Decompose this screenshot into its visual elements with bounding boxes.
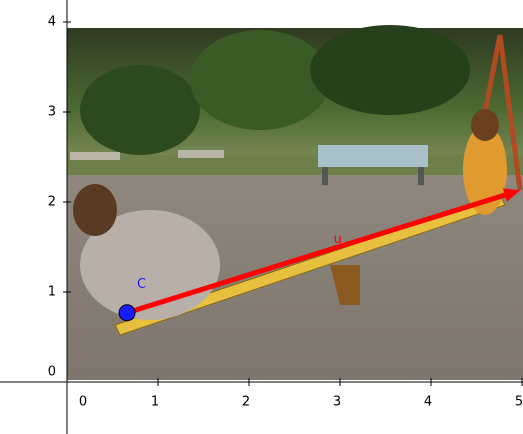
- x-tick-label: 4: [424, 395, 432, 410]
- vector-label: u: [334, 232, 342, 247]
- x-tick-label: 2: [242, 395, 250, 410]
- point-c: [119, 305, 135, 321]
- x-tick-label: 1: [151, 395, 159, 410]
- y-tick-label: 3: [48, 105, 56, 120]
- background-photo: [67, 25, 523, 380]
- y-tick-label: 4: [48, 15, 56, 30]
- graphics-view: 0 1 2 3 4 5 0 1 2 3 4 u C: [0, 0, 523, 434]
- point-label: C: [137, 277, 146, 292]
- x-tick-label: 5: [515, 395, 523, 410]
- y-tick-label: 1: [48, 285, 56, 300]
- x-tick-label: 3: [333, 395, 341, 410]
- y-tick-label: 2: [48, 195, 56, 210]
- x-tick-label: 0: [79, 395, 87, 410]
- y-tick-label: 0: [48, 365, 56, 380]
